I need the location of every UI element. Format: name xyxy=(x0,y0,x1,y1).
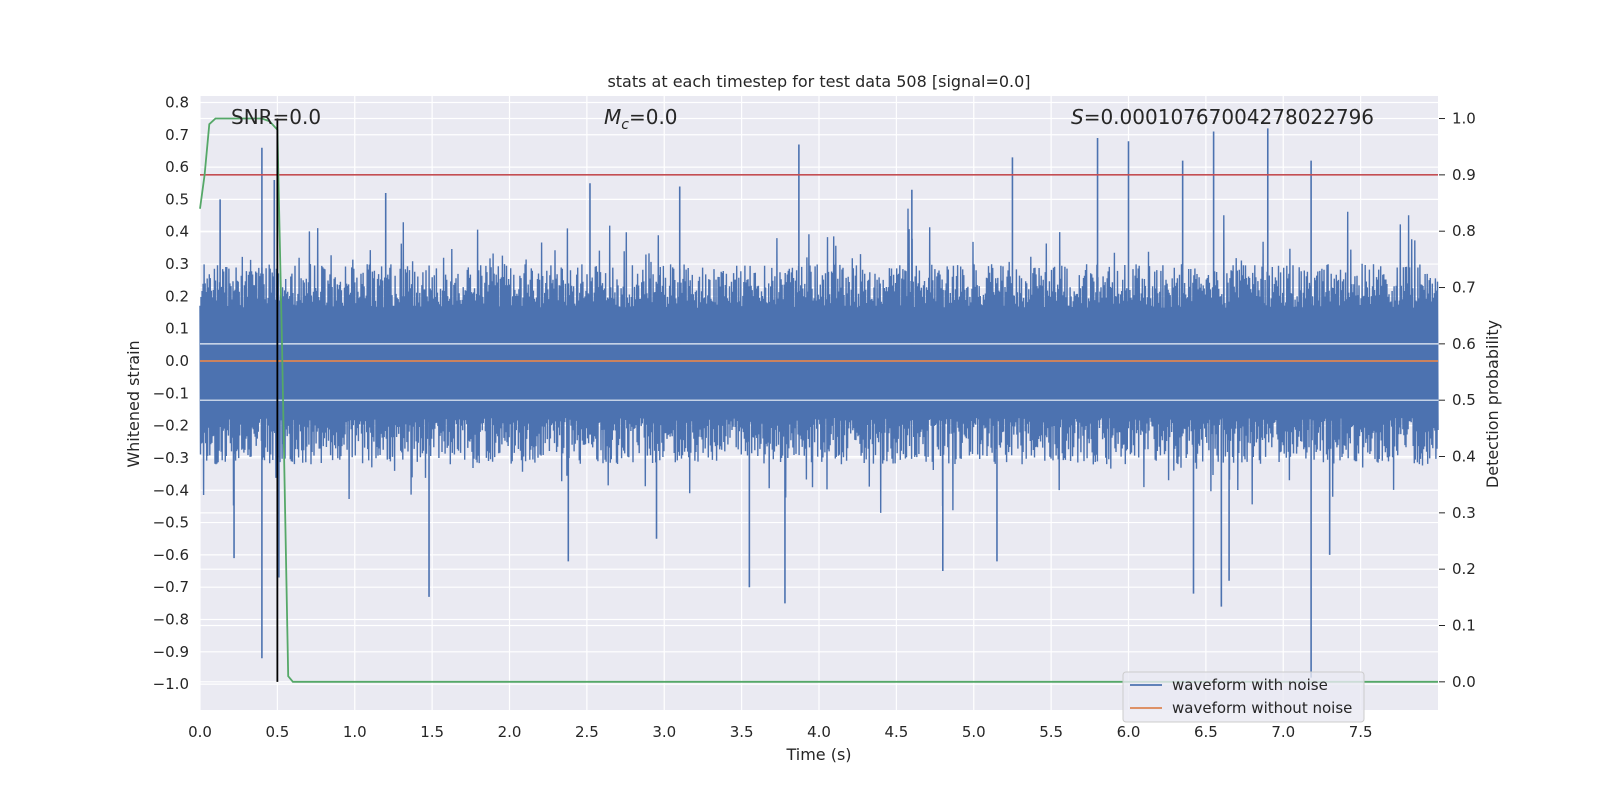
y-left-tick-label: −0.4 xyxy=(153,481,189,499)
y-left-tick-label: −0.3 xyxy=(153,449,189,467)
mc-subscript: c xyxy=(621,117,629,133)
s-symbol: S xyxy=(1071,105,1084,129)
y-left-tick-label: 0.5 xyxy=(165,190,189,208)
chart-title: stats at each timestep for test data 508… xyxy=(607,72,1030,91)
y-left-tick-label: 0.2 xyxy=(165,287,189,305)
x-tick-label: 4.5 xyxy=(884,723,908,741)
y-left-tick-label: −0.5 xyxy=(153,514,189,532)
y-right-tick-label: 1.0 xyxy=(1452,110,1476,128)
x-axis-label: Time (s) xyxy=(785,745,851,764)
y-left-tick-label: 0.1 xyxy=(165,320,189,338)
s-annotation: S=0.00010767004278022796 xyxy=(1071,105,1374,129)
ticks-layer: 0.0 0.5 1.0 1.5 2.0 2.5 3.0 3.5 4.0 4.5 5.0 5.5 6.0 6… xyxy=(153,93,1476,741)
snr-annotation: SNR=0.0 xyxy=(231,105,321,129)
y-right-tick-label: 0.1 xyxy=(1452,617,1476,635)
x-tick-label: 2.0 xyxy=(498,723,522,741)
x-tick-label: 5.0 xyxy=(962,723,986,741)
y-left-tick-label: −0.6 xyxy=(153,546,189,564)
x-tick-label: 4.0 xyxy=(807,723,831,741)
y-right-tick-label: 0.5 xyxy=(1452,391,1476,409)
legend: waveform with noise waveform without noi… xyxy=(1122,671,1365,723)
waveform-with-noise-line xyxy=(199,208,1439,513)
y-left-tick-label: −0.2 xyxy=(153,417,189,435)
y-right-tick-label: 0.7 xyxy=(1452,279,1476,297)
x-tick-label: 0.0 xyxy=(188,723,212,741)
y-left-tick-label: 0.8 xyxy=(165,93,189,111)
y-right-tick-label: 0.8 xyxy=(1452,222,1476,240)
x-tick-label: 1.5 xyxy=(420,723,444,741)
detection-probability-line xyxy=(199,117,1438,683)
y-left-tick-label: 0.6 xyxy=(165,158,189,176)
legend-entry-noise: waveform with noise xyxy=(1172,676,1328,694)
y-right-tick-label: 0.6 xyxy=(1452,335,1476,353)
x-tick-label: 3.0 xyxy=(652,723,676,741)
y-right-tick-label: 0.3 xyxy=(1452,504,1476,522)
legend-entry-clean: waveform without noise xyxy=(1172,699,1352,717)
legend-box xyxy=(1122,671,1365,723)
y-left-tick-label: −0.1 xyxy=(153,384,189,402)
y-right-tick-label: 0.9 xyxy=(1452,166,1476,184)
y-right-tick-label: 0.4 xyxy=(1452,448,1476,466)
y-left-tick-label: 0.4 xyxy=(165,223,189,241)
y-left-tick-label: 0.3 xyxy=(165,255,189,273)
x-tick-label: 3.5 xyxy=(730,723,754,741)
mc-symbol: M xyxy=(604,105,621,129)
x-tick-label: 6.5 xyxy=(1194,723,1218,741)
s-value: =0.00010767004278022796 xyxy=(1084,105,1374,129)
y-left-tick-label: 0.7 xyxy=(165,126,189,144)
x-tick-label: 7.0 xyxy=(1271,723,1295,741)
y-left-tick-label: −1.0 xyxy=(153,675,189,693)
x-tick-label: 0.5 xyxy=(265,723,289,741)
y-axis-label-right: Detection probability xyxy=(1483,320,1502,488)
y-left-tick-label: 0.0 xyxy=(165,352,189,370)
y-right-tick-label: 0.0 xyxy=(1452,673,1476,691)
y-left-tick-label: −0.7 xyxy=(153,578,189,596)
mc-value: =0.0 xyxy=(629,105,678,129)
x-tick-label: 2.5 xyxy=(575,723,599,741)
y-left-tick-label: −0.9 xyxy=(153,643,189,661)
lines-layer xyxy=(199,117,1438,683)
x-tick-label: 5.5 xyxy=(1039,723,1063,741)
y-left-tick-label: −0.8 xyxy=(153,611,189,629)
x-tick-label: 7.5 xyxy=(1349,723,1373,741)
y-axis-label-left: Whitened strain xyxy=(124,340,143,467)
x-tick-label: 6.0 xyxy=(1117,723,1141,741)
x-tick-label: 1.0 xyxy=(343,723,367,741)
mc-annotation: Mc=0.0 xyxy=(604,105,678,133)
y-right-tick-label: 0.2 xyxy=(1452,560,1476,578)
